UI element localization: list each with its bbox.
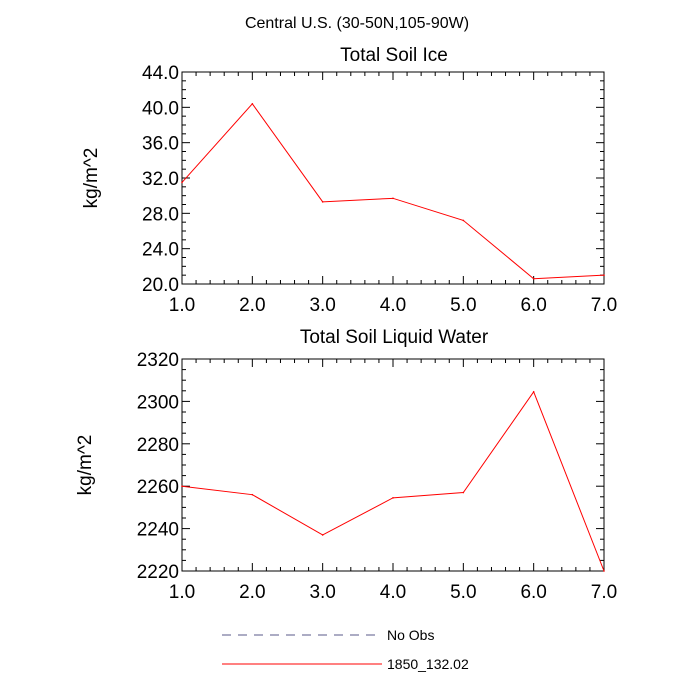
data-point	[321, 534, 324, 536]
x-tick-label: 3.0	[309, 582, 335, 603]
panel-2-plot-frame	[181, 358, 605, 572]
data-point	[251, 493, 254, 496]
panel-total-soil-liquid-water: Total Soil Liquid Water kg/m^2 222022402…	[75, 327, 617, 603]
y-tick-label: 32.0	[142, 169, 179, 190]
data-point	[181, 485, 183, 488]
panel-1-ylabel: kg/m^2	[81, 148, 102, 209]
panel-1-y-tick-labels: 20.0 24.0 28.0 32.0 36.0 40.0 44.0	[142, 63, 179, 296]
y-tick-label: 2240	[137, 520, 179, 541]
panel-2-title: Total Soil Liquid Water	[300, 327, 489, 348]
data-point	[392, 197, 394, 200]
y-tick-label: 2220	[137, 562, 179, 583]
panel-2-ylabel: kg/m^2	[75, 435, 96, 496]
x-tick-label: 5.0	[450, 582, 476, 603]
panel-1-x-tick-labels: 1.0 2.0 3.0 4.0 5.0 6.0 7.0	[169, 295, 617, 316]
data-point	[462, 219, 465, 222]
data-point	[532, 391, 535, 393]
y-tick-label: 28.0	[142, 204, 179, 225]
panel-1-plot-frame	[181, 71, 605, 285]
data-point	[603, 570, 605, 572]
x-tick-label: 6.0	[520, 295, 546, 316]
x-tick-label: 6.0	[520, 582, 546, 603]
y-tick-label: 44.0	[142, 63, 179, 84]
x-tick-label: 7.0	[591, 582, 617, 603]
x-tick-label: 2.0	[239, 295, 265, 316]
data-point	[392, 497, 394, 499]
x-tick-label: 1.0	[169, 582, 195, 603]
data-point	[462, 491, 465, 494]
panel-2-x-tick-labels: 1.0 2.0 3.0 4.0 5.0 6.0 7.0	[169, 582, 617, 603]
x-tick-label: 3.0	[309, 295, 335, 316]
y-tick-label: 36.0	[142, 134, 179, 155]
x-tick-label: 4.0	[380, 295, 406, 316]
panel-1-ticks	[181, 71, 605, 285]
data-point	[251, 103, 254, 105]
panel-2-y-tick-labels: 2220 2240 2260 2280 2300 2320	[137, 350, 179, 583]
y-tick-label: 2280	[137, 435, 179, 456]
y-tick-label: 2300	[137, 392, 179, 413]
panel-2-series-line	[181, 390, 605, 572]
y-tick-label: 40.0	[142, 98, 179, 119]
panel-total-soil-ice: Total Soil Ice kg/m^2 20.0 24.0 28.0 32.0 36…	[81, 45, 617, 316]
data-point	[603, 274, 605, 276]
y-tick-label: 2320	[137, 350, 179, 371]
y-tick-label: 20.0	[142, 275, 179, 296]
data-point	[532, 277, 535, 280]
data-point	[181, 181, 183, 184]
x-tick-label: 1.0	[169, 295, 195, 316]
y-tick-label: 2260	[137, 477, 179, 498]
y-tick-label: 24.0	[142, 240, 179, 261]
data-point	[321, 201, 324, 203]
x-tick-label: 5.0	[450, 295, 476, 316]
legend-model-label: 1850_132.02	[387, 656, 469, 672]
x-tick-label: 4.0	[380, 582, 406, 603]
x-tick-label: 2.0	[239, 582, 265, 603]
panel-2-ticks	[181, 358, 605, 572]
panel-1-series-line	[181, 103, 605, 280]
legend: No Obs 1850_132.02	[222, 627, 469, 672]
x-tick-label: 7.0	[591, 295, 617, 316]
legend-no-obs-label: No Obs	[387, 627, 434, 643]
figure-title: Central U.S. (30-50N,105-90W)	[245, 15, 469, 32]
panel-1-title: Total Soil Ice	[340, 45, 448, 66]
